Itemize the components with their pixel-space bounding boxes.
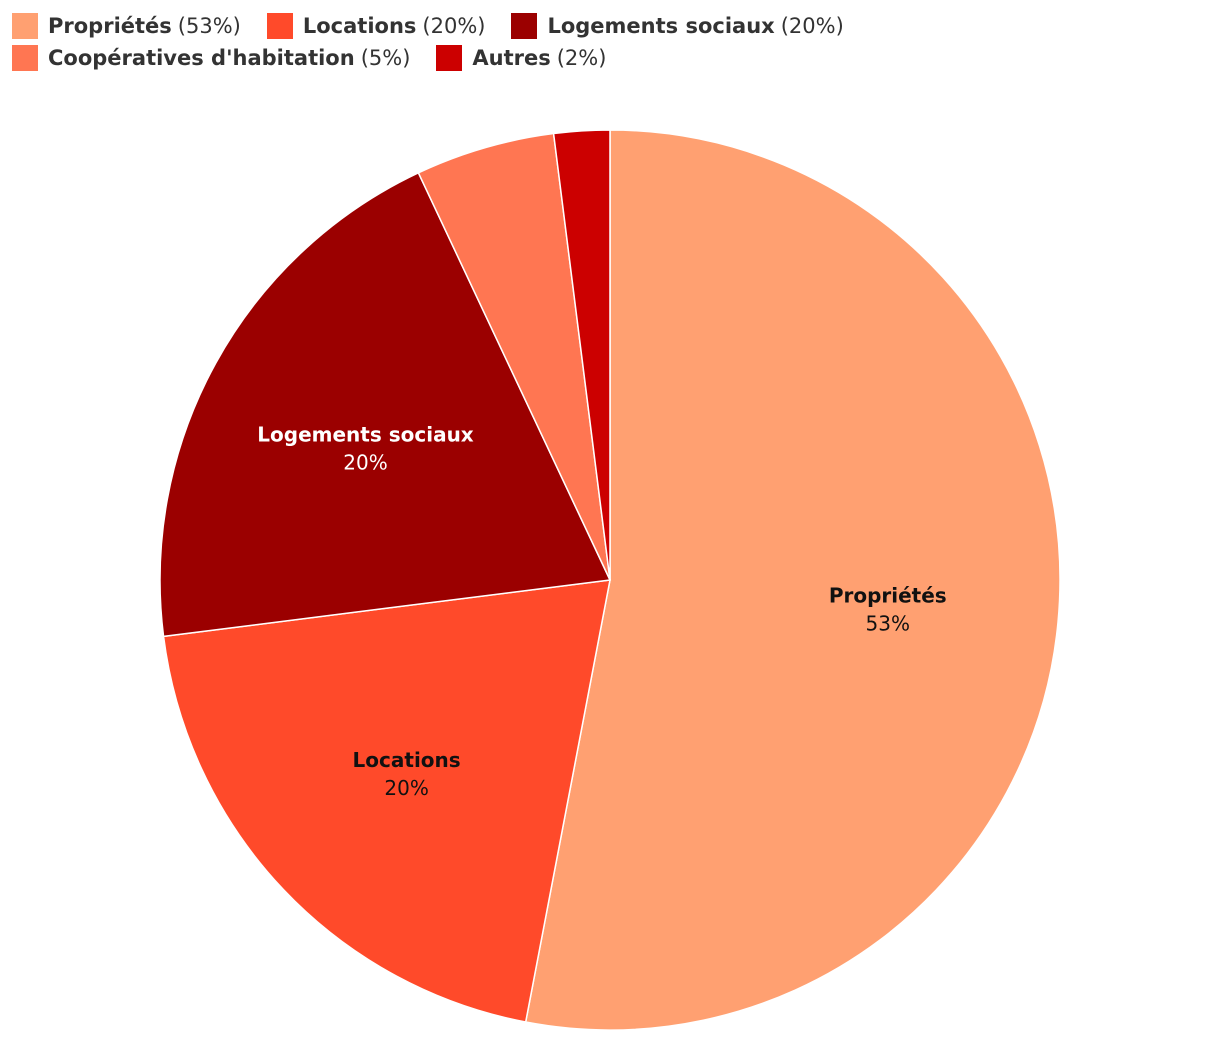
- legend-swatch: [12, 13, 38, 39]
- legend-percent: (2%): [556, 46, 607, 70]
- pie-slice-1[interactable]: [162, 579, 611, 1023]
- legend-label: Locations: [302, 14, 417, 38]
- pie-slice-0[interactable]: [524, 129, 1061, 1031]
- slice-percent: 20%: [343, 451, 387, 475]
- legend-percent: (20%): [422, 14, 486, 38]
- legend-percent: (20%): [780, 14, 844, 38]
- slice-percent: 20%: [384, 776, 428, 800]
- legend-row: Propriétés (53%) Locations (20%) Logemen…: [12, 10, 1202, 42]
- slice-label: Locations: [353, 748, 461, 772]
- legend-item-proprietes[interactable]: Propriétés (53%): [12, 13, 241, 39]
- legend: Propriétés (53%) Locations (20%) Logemen…: [12, 10, 1202, 74]
- slice-label: Propriétés: [829, 583, 947, 607]
- legend-item-autres[interactable]: Autres (2%): [436, 45, 606, 71]
- legend-swatch: [266, 13, 293, 39]
- legend-row: Coopératives d'habitation (5%) Autres (2…: [12, 42, 1202, 74]
- legend-label: Logements sociaux: [547, 14, 775, 38]
- pie-slice-2[interactable]: [159, 171, 612, 638]
- legend-percent: (53%): [177, 14, 241, 38]
- slice-percent: 53%: [866, 611, 910, 635]
- legend-label: Autres: [472, 46, 551, 70]
- legend-swatch: [511, 13, 538, 39]
- legend-swatch: [12, 45, 38, 71]
- legend-item-logements-sociaux[interactable]: Logements sociaux (20%): [511, 13, 844, 39]
- legend-label: Coopératives d'habitation: [48, 46, 355, 70]
- legend-item-cooperatives[interactable]: Coopératives d'habitation (5%): [12, 45, 410, 71]
- slice-label: Logements sociaux: [257, 423, 474, 447]
- legend-percent: (5%): [360, 46, 411, 70]
- pie-slice-4[interactable]: [552, 129, 611, 581]
- legend-label: Propriétés: [48, 14, 172, 38]
- legend-item-locations[interactable]: Locations (20%): [266, 13, 486, 39]
- legend-swatch: [436, 45, 463, 71]
